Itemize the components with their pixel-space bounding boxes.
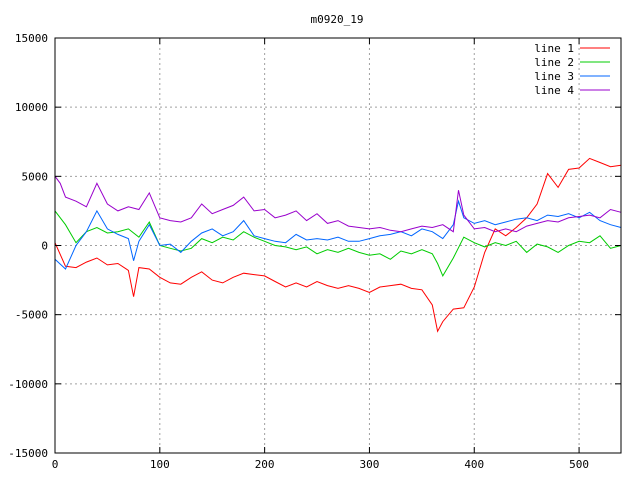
legend-label-4: line 4 [534,84,574,97]
y-tick-label: -5000 [15,309,48,322]
x-tick-label: 400 [464,458,484,471]
x-tick-label: 500 [569,458,589,471]
legend-label-3: line 3 [534,70,574,83]
legend-label-2: line 2 [534,56,574,69]
axis-ticks: 0 100 200 300 400 500 -15000 -10000 -5000 0 5000 10… [8,32,621,471]
series-group [54,157,622,333]
chart-title: m0920_19 [311,13,364,26]
y-tick-label: 10000 [15,101,48,114]
x-tick-label: 100 [150,458,170,471]
y-tick-label: 0 [41,240,48,253]
series-line-4 [54,176,622,233]
y-tick-label: -10000 [8,378,48,391]
series-line-2 [54,210,622,278]
legend-label-1: line 1 [534,42,574,55]
series-line-1 [54,157,622,333]
y-tick-label: 5000 [22,170,49,183]
y-tick-label: 15000 [15,32,48,45]
x-tick-label: 200 [255,458,275,471]
series-line-3 [54,199,622,270]
y-tick-label: -15000 [8,447,48,460]
x-tick-label: 300 [360,458,380,471]
x-tick-label: 0 [52,458,59,471]
grid-lines [55,38,621,453]
